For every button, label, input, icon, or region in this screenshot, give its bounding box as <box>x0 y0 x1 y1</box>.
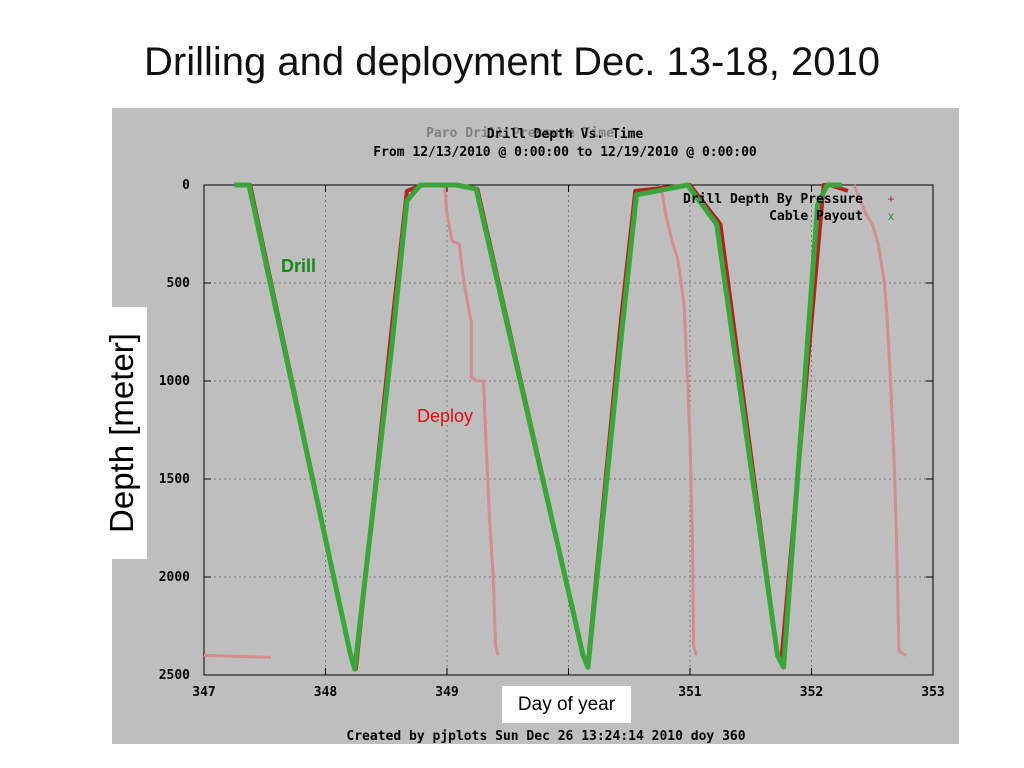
y-tick-label: 500 <box>167 276 191 291</box>
y-tick-label: 1500 <box>159 472 190 487</box>
deploy-line <box>443 184 500 656</box>
x-tick-label: 348 <box>314 685 338 700</box>
deploy-line <box>203 653 271 659</box>
legend-label-pressure: Drill Depth By Pressure <box>683 192 863 207</box>
slide-title: Drilling and deployment Dec. 13-18, 2010 <box>144 40 880 84</box>
deploy-line <box>852 184 908 657</box>
legend-label-cable: Cable Payout <box>769 209 863 224</box>
x-axis-label: Day of year <box>502 686 631 723</box>
chart-subtitle: From 12/13/2010 @ 0:00:00 to 12/19/2010 … <box>373 145 757 160</box>
chart-panel: 0 500 1000 1500 2000 2500 347 348 349 351 352 353 P… <box>112 108 959 744</box>
x-tick-label: 352 <box>800 685 823 700</box>
cable-payout-line <box>234 182 842 672</box>
chart-footer: Created by pjplots Sun Dec 26 13:24:14 2… <box>346 729 745 744</box>
legend-marker-pressure: + <box>887 192 894 206</box>
y-tick-label: 2500 <box>159 668 190 683</box>
y-axis-label: Depth [meter] <box>103 333 140 533</box>
drill-annotation: Drill <box>281 256 316 276</box>
y-axis-label-box <box>97 307 147 559</box>
chart-title: Drill Depth Vs. Time <box>487 127 644 142</box>
x-tick-label: 349 <box>435 685 458 700</box>
x-tick-label: 347 <box>192 685 215 700</box>
x-tick-label: 353 <box>921 685 944 700</box>
y-tick-label: 1000 <box>159 374 190 389</box>
legend-marker-cable: x <box>888 209 894 223</box>
series-layer <box>203 182 908 672</box>
y-tick-label: 0 <box>182 178 190 193</box>
deploy-annotation: Deploy <box>417 406 473 426</box>
deploy-line <box>659 184 698 656</box>
y-tick-label: 2000 <box>159 570 190 585</box>
ghost-title: Paro Drill Pressure Time <box>426 126 614 141</box>
x-tick-label: 351 <box>678 685 702 700</box>
